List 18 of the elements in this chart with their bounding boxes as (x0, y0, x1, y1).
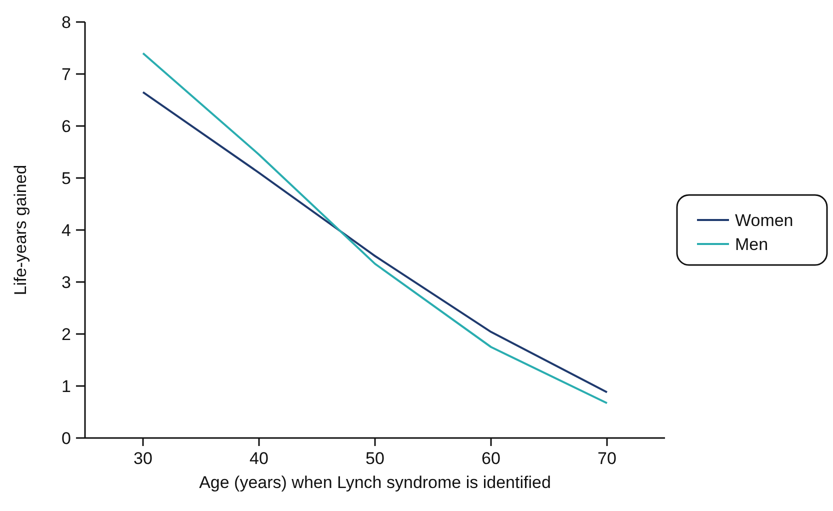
x-tick-label: 50 (366, 449, 384, 468)
y-tick-label: 4 (62, 220, 71, 240)
x-axis-title: Age (years) when Lynch syndrome is identified (199, 473, 551, 492)
y-axis-title: Life-years gained (11, 164, 30, 296)
y-tick-label: 5 (62, 168, 71, 188)
x-tick-label: 30 (134, 449, 152, 468)
x-tick-label: 40 (250, 449, 268, 468)
y-tick-label: 1 (62, 376, 71, 396)
legend-label: Women (735, 210, 794, 230)
y-tick-label: 3 (62, 272, 71, 292)
y-tick-label: 6 (62, 116, 71, 136)
y-tick-label: 8 (62, 12, 71, 32)
y-tick-label: 2 (62, 324, 71, 344)
legend-label: Men (735, 234, 768, 254)
x-tick-label: 60 (482, 449, 500, 468)
x-tick-label: 70 (598, 449, 616, 468)
y-tick-label: 7 (62, 64, 71, 84)
y-tick-label: 0 (62, 428, 71, 448)
